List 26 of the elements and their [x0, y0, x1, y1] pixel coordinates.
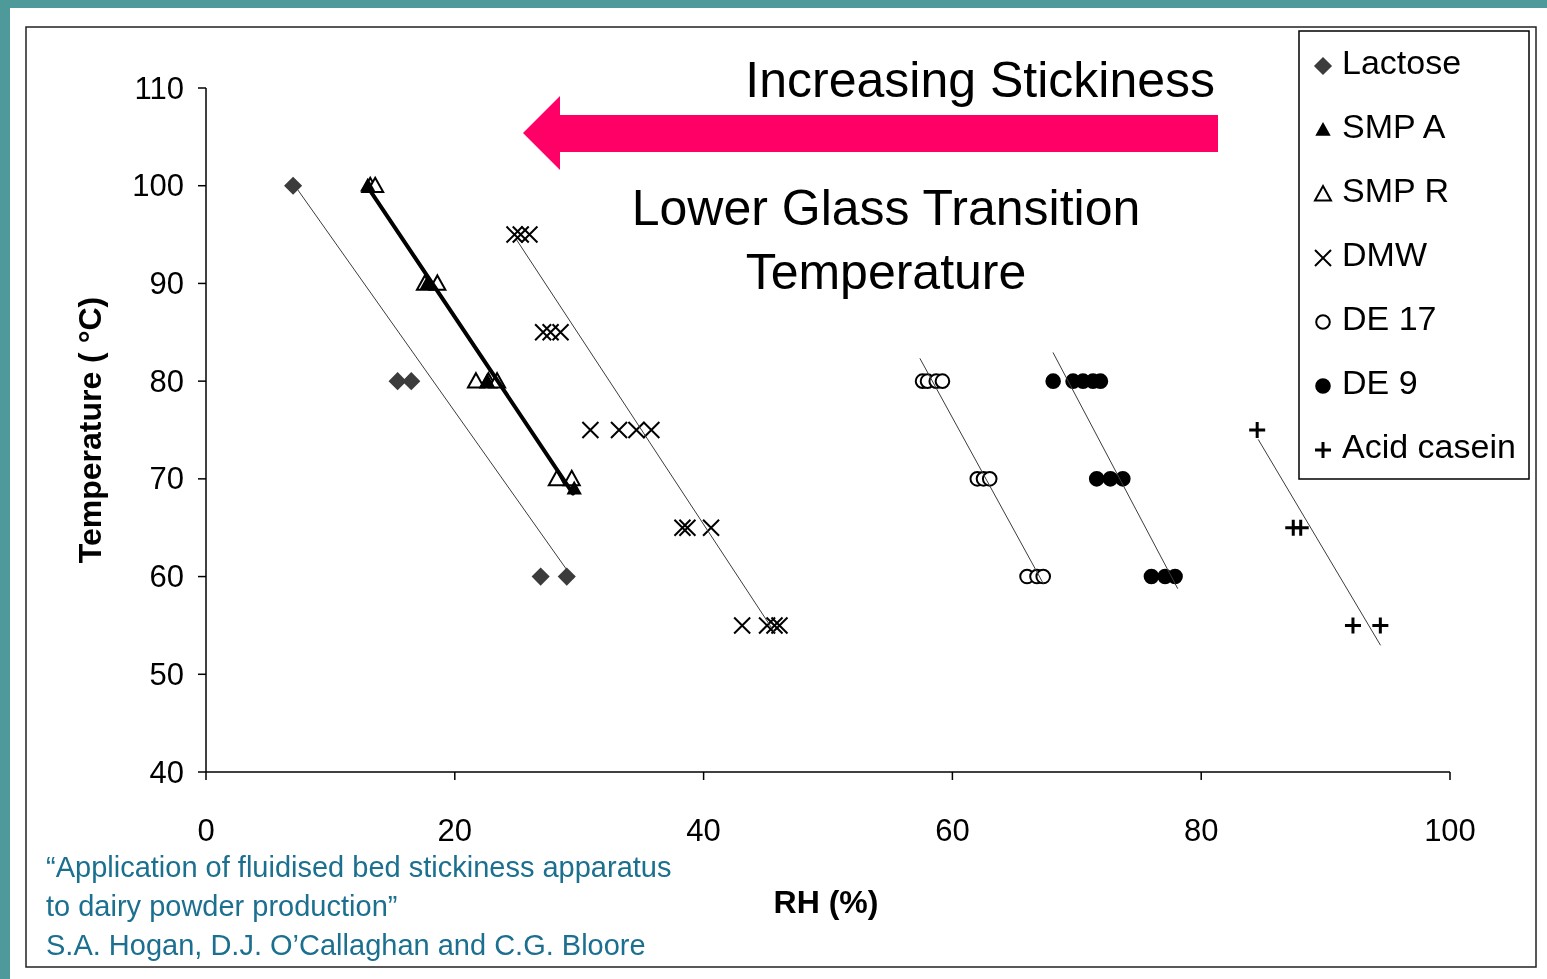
legend-label: Lactose	[1342, 43, 1462, 81]
legend-label: DE 9	[1342, 363, 1418, 401]
y-tick-label: 100	[132, 168, 184, 204]
legend-label: Acid casein	[1342, 427, 1516, 465]
legend-label: SMP A	[1342, 107, 1446, 145]
y-axis-title: Temperature ( °C)	[72, 296, 108, 564]
x-tick-label: 100	[1424, 812, 1476, 848]
y-tick-label: 90	[149, 265, 184, 301]
y-tick-label: 60	[149, 559, 184, 595]
x-axis-title: RH (%)	[773, 884, 879, 920]
annotation: Increasing Stickiness	[745, 52, 1215, 108]
legend-label: DE 17	[1342, 299, 1437, 337]
text: “Application of fluidised bed stickiness apparatus to dairy powder production” S.A. Hogan, D.J. O’Callaghan and C.G. Bloore	[46, 851, 672, 961]
y-tick-label: 80	[149, 363, 184, 399]
legend-label: SMP R	[1342, 171, 1450, 209]
y-tick-label: 110	[134, 70, 184, 106]
legend-label: DMW	[1342, 235, 1427, 273]
x-tick-label: 80	[1183, 812, 1219, 848]
x-tick-label: 20	[437, 812, 473, 848]
x-tick-label: 0	[197, 812, 215, 848]
y-tick-label: 50	[149, 656, 184, 692]
y-tick-label: 70	[149, 461, 184, 497]
x-tick-label: 40	[686, 812, 721, 848]
x-tick-label: 60	[935, 812, 970, 848]
annotation: Lower Glass Transition Temperature	[631, 180, 1141, 300]
y-tick-label: 40	[149, 754, 184, 790]
